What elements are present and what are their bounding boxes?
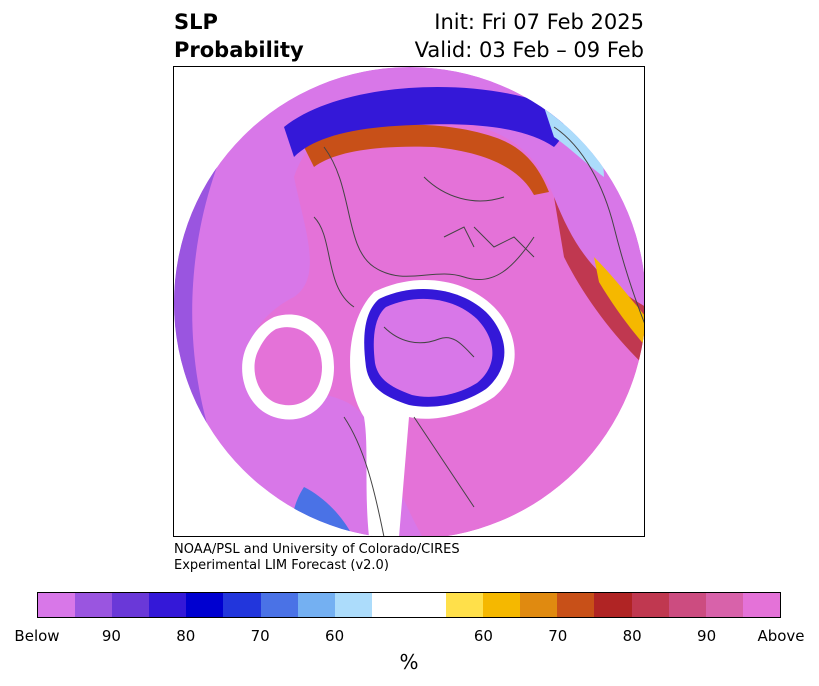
title-right: Init: Fri 07 Feb 2025 Valid: 03 Feb – 09…: [415, 8, 644, 64]
colorbar-swatch-1: [75, 593, 113, 617]
map-panel: [173, 66, 645, 537]
polar-map: [174, 67, 644, 536]
valid-range: Valid: 03 Feb – 09 Feb: [414, 38, 644, 62]
credit-line-2: Experimental LIM Forecast (v2.0): [174, 558, 389, 573]
colorbar-tick-label: 70: [548, 627, 568, 645]
colorbar-swatch-18: [705, 593, 743, 617]
colorbar-tick-label: 90: [697, 627, 717, 645]
colorbar-unit: %: [399, 650, 419, 674]
colorbar-swatch-15: [594, 593, 632, 617]
colorbar-swatch-19: [742, 593, 780, 617]
colorbar-swatch-11: [446, 593, 484, 617]
init-date: Init: Fri 07 Feb 2025: [434, 10, 644, 34]
credit-text: NOAA/PSL and University of Colorado/CIRE…: [174, 542, 460, 574]
credit-line-1: NOAA/PSL and University of Colorado/CIRE…: [174, 542, 460, 557]
north-rim-band: [304, 124, 549, 195]
west-lobe-core: [254, 327, 322, 406]
colorbar-tick-label: 60: [325, 627, 345, 645]
colorbar-tick-label: 70: [250, 627, 270, 645]
colorbar-swatch-6: [260, 593, 298, 617]
colorbar-tick-label: Above: [757, 627, 805, 645]
colorbar-swatch-17: [668, 593, 706, 617]
warm-rim-east: [594, 257, 644, 347]
colorbar-tick-label: Below: [14, 627, 60, 645]
colorbar-tick-label: 60: [473, 627, 493, 645]
colorbar-swatch-9: [371, 593, 409, 617]
colorbar-tick-label: 80: [176, 627, 196, 645]
colorbar-swatch-14: [557, 593, 595, 617]
title-left: SLP Probability: [174, 8, 304, 64]
title-quantity: Probability: [174, 38, 304, 62]
colorbar-swatch-0: [38, 593, 76, 617]
colorbar-swatch-5: [223, 593, 261, 617]
colorbar-swatch-13: [520, 593, 558, 617]
colorbar-swatch-7: [297, 593, 335, 617]
colorbar: [37, 592, 781, 618]
north-light-blue: [544, 107, 604, 177]
colorbar-swatch-2: [112, 593, 150, 617]
colorbar-swatch-16: [631, 593, 669, 617]
title-variable: SLP: [174, 10, 218, 34]
colorbar-tick-label: 80: [622, 627, 642, 645]
colorbar-swatch-4: [186, 593, 224, 617]
colorbar-tick-label: 90: [101, 627, 121, 645]
colorbar-swatch-12: [483, 593, 521, 617]
colorbar-swatch-10: [408, 593, 447, 617]
arctic-below-core: [373, 298, 493, 397]
colorbar-swatch-3: [149, 593, 187, 617]
probability-field: [174, 67, 644, 536]
north-below-cap: [284, 87, 564, 157]
colorbar-swatch-8: [334, 593, 372, 617]
